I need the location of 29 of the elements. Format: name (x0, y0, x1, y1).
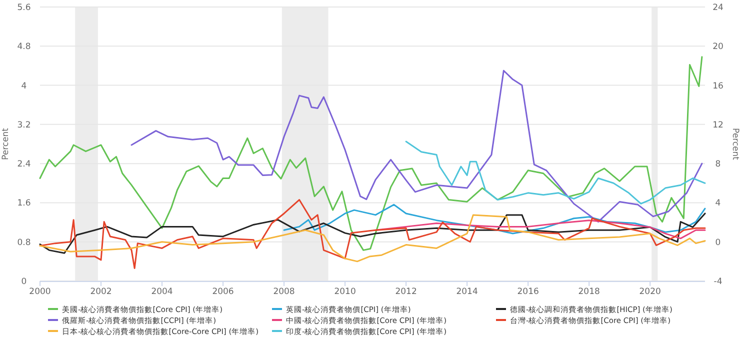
x-tick-label: 2014 (456, 287, 478, 297)
y-tick-label: 0.8 (17, 238, 31, 248)
y2-tick-label: 8 (715, 160, 721, 170)
y2-tick-label: 20 (712, 42, 724, 52)
y-tick-label: 2.4 (17, 160, 31, 170)
y-axis-title: Percent (1, 127, 11, 160)
y2-axis-title: Percent (730, 128, 740, 161)
y2-tick-label: 0 (715, 238, 721, 248)
y-tick-label: 4.8 (17, 42, 31, 52)
x-tick-label: 2008 (273, 287, 295, 297)
x-tick-label: 2020 (639, 287, 661, 297)
x-tick-label: 2006 (212, 287, 234, 297)
y-tick-label: 3.2 (17, 120, 31, 130)
y2-tick-label: 12 (712, 120, 724, 130)
y2-tick-label: 4 (715, 198, 721, 209)
y-tick-label: 1.6 (17, 198, 31, 209)
x-tick-label: 2016 (517, 287, 539, 297)
x-tick-label: 2012 (395, 287, 417, 297)
y-tick-label: 4 (21, 81, 27, 92)
y-tick-label: 5.6 (17, 3, 31, 13)
x-tick-label: 2002 (90, 287, 112, 297)
x-tick-label: 2004 (151, 287, 173, 297)
y2-tick-label: 24 (712, 3, 724, 13)
y-tick-label: 0 (21, 277, 27, 287)
y2-tick-label: -4 (714, 277, 722, 287)
y2-tick-label: 16 (712, 81, 724, 92)
x-tick-label: 2010 (334, 287, 356, 297)
x-tick-label: 2018 (578, 287, 600, 297)
x-tick-label: 2000 (29, 287, 51, 297)
